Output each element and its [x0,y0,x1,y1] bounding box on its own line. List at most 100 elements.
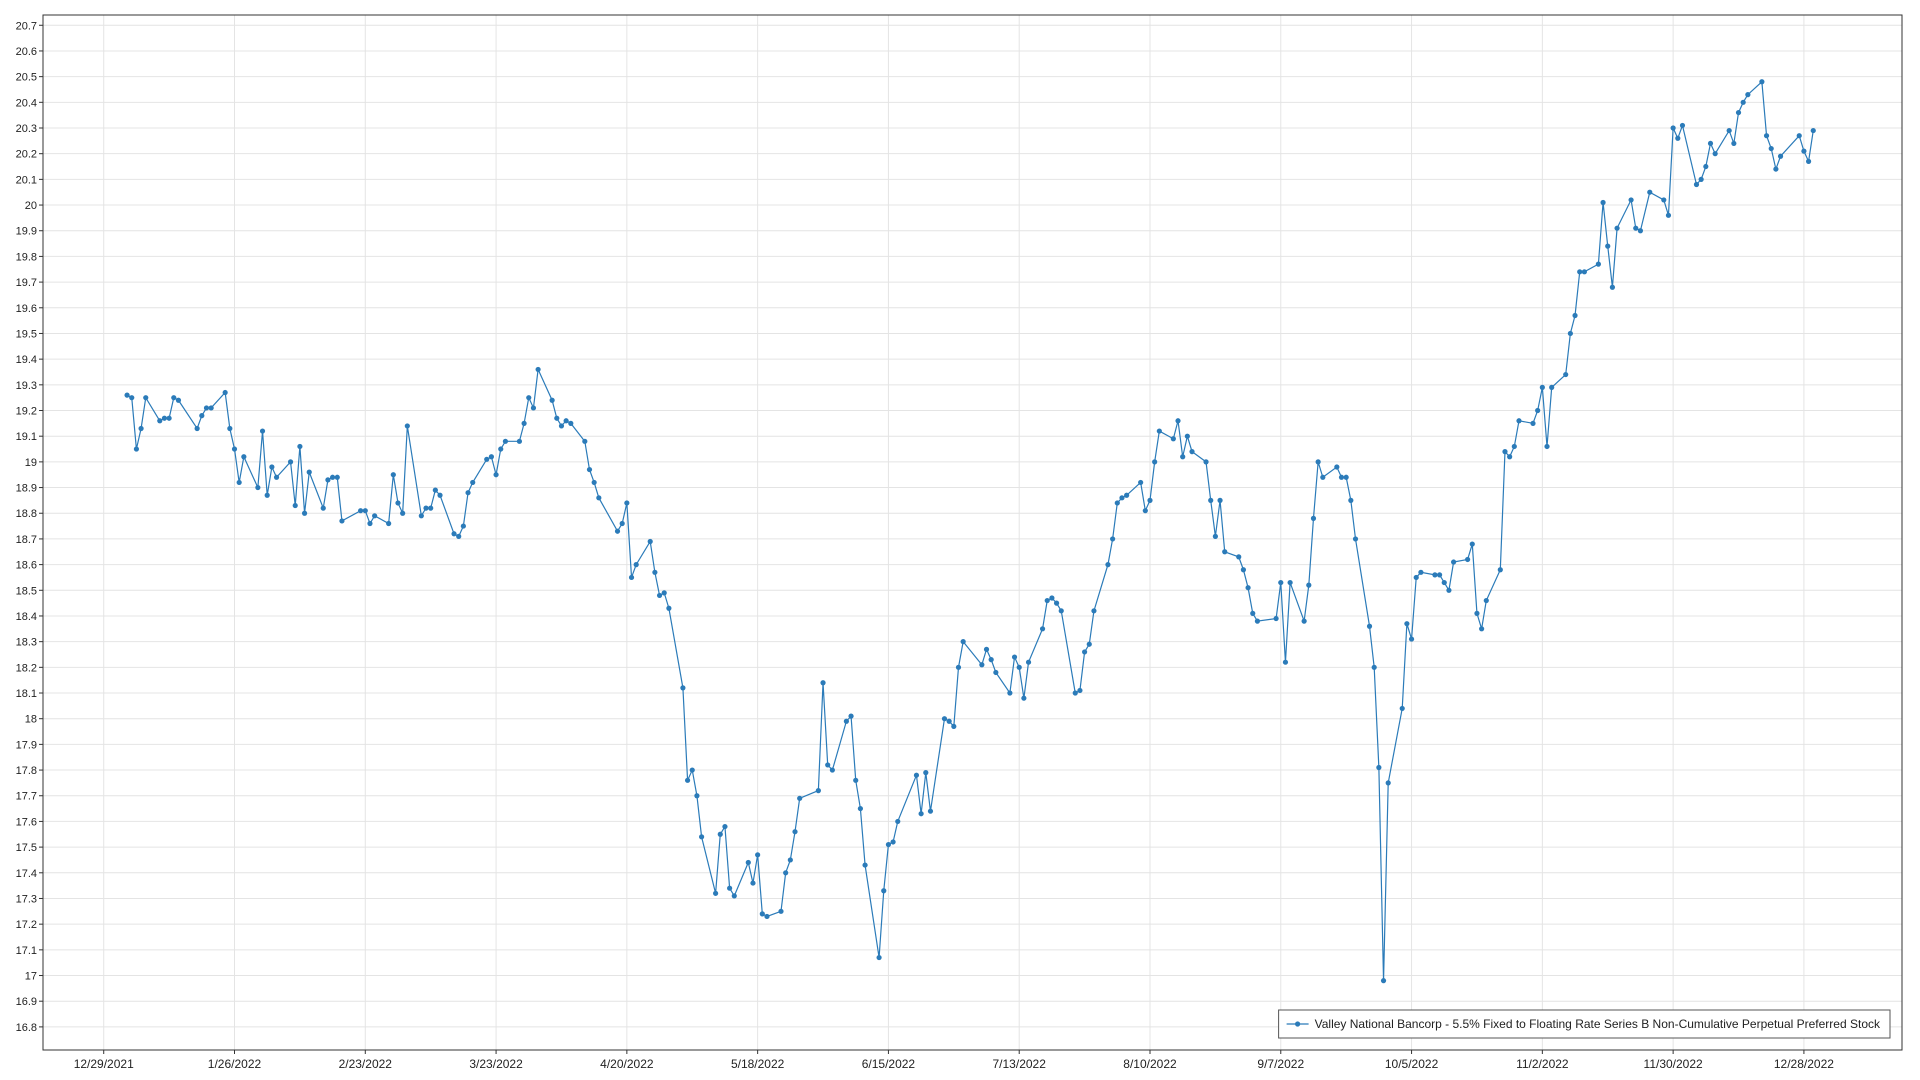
point [269,464,275,470]
point [1175,418,1181,424]
point [1469,541,1475,547]
point [460,523,466,529]
point [129,395,135,401]
point [297,443,303,450]
point [628,574,635,581]
point [1609,284,1616,290]
point [853,777,859,783]
point [1413,574,1419,581]
point [273,474,280,480]
point [1712,151,1718,157]
point [1436,572,1443,578]
point [1371,664,1377,670]
point [1138,479,1144,486]
point [876,954,882,961]
point [717,831,723,837]
y-tick-label: 17.7 [16,791,37,803]
y-tick-label: 17 [25,971,37,983]
point [1479,626,1485,632]
point [1698,176,1704,182]
point [993,669,999,676]
point [1058,608,1064,614]
x-tick-label: 8/10/2022 [1123,1057,1177,1071]
point [1245,585,1251,591]
x-tick-label: 4/20/2022 [600,1057,654,1071]
point [941,716,948,722]
point [143,395,149,401]
point [203,405,210,411]
point [358,508,364,514]
point [1110,536,1116,542]
point [1726,127,1732,134]
point [988,657,994,663]
point [1315,459,1321,465]
point [1745,92,1751,98]
point [1208,497,1214,503]
point [881,888,887,894]
point [829,767,835,773]
point [1217,497,1223,503]
x-tick-label: 3/23/2022 [469,1057,523,1071]
point [171,395,177,401]
point [913,772,920,778]
point [395,500,401,506]
point [222,389,228,396]
y-tick-label: 18.7 [16,534,37,546]
point [1483,597,1489,604]
point [1240,567,1247,573]
point [428,505,434,511]
point [1343,474,1349,480]
point [568,420,574,426]
y-tick-label: 20.5 [16,72,37,84]
point [1535,407,1541,414]
point [797,795,803,801]
point [423,505,429,511]
point [1352,536,1359,542]
point [1105,562,1111,568]
point [1306,582,1312,588]
point [843,718,849,724]
point [549,397,555,403]
point [727,885,733,891]
legend: Valley National Bancorp - 5.5% Fixed to … [1278,1009,1891,1039]
y-tick-label: 20.2 [16,149,37,161]
point [624,500,630,506]
point [325,477,331,483]
point [666,605,672,611]
point [1334,464,1340,470]
y-tick-label: 20.3 [16,123,37,135]
point [320,505,326,511]
point [820,680,826,686]
point [698,834,705,840]
point [292,502,298,509]
point [1441,579,1447,586]
point [1044,597,1050,604]
point [1404,621,1410,627]
point [259,428,266,434]
point [390,472,396,478]
x-tick-label: 11/30/2022 [1644,1057,1703,1071]
y-tick-label: 19.8 [16,251,37,263]
y-tick-label: 19.3 [16,380,37,392]
y-tick-label: 19.2 [16,406,37,418]
point [857,805,863,812]
point [418,513,424,519]
point [1446,587,1452,593]
point [1053,600,1060,606]
point [329,474,336,480]
point [1011,654,1018,660]
point [1628,197,1634,203]
point [264,492,270,498]
point [1399,705,1405,712]
x-tick-label: 11/2/2022 [1516,1057,1569,1071]
point [680,685,686,691]
point [722,823,728,830]
point [825,762,831,768]
point [498,446,504,452]
point [1507,454,1513,460]
point [955,664,962,670]
point [1203,459,1209,465]
y-tick-label: 18.9 [16,483,37,495]
x-tick-label: 7/13/2022 [993,1057,1047,1071]
